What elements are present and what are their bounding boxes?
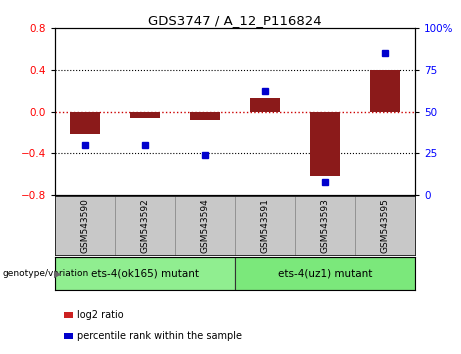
Bar	[235, 196, 295, 255]
Bar	[355, 196, 415, 255]
Text: GSM543595: GSM543595	[380, 198, 390, 253]
Text: ets-4(ok165) mutant: ets-4(ok165) mutant	[91, 268, 199, 279]
Bar	[370, 70, 400, 112]
Text: percentile rank within the sample: percentile rank within the sample	[77, 331, 242, 341]
Text: log2 ratio: log2 ratio	[77, 310, 124, 320]
Bar	[250, 98, 280, 112]
Text: ▶: ▶	[54, 268, 62, 279]
Bar	[55, 196, 115, 255]
Text: genotype/variation: genotype/variation	[2, 269, 89, 278]
Title: GDS3747 / A_12_P116824: GDS3747 / A_12_P116824	[148, 14, 322, 27]
Text: GSM543594: GSM543594	[201, 198, 209, 253]
Text: GSM543591: GSM543591	[260, 198, 270, 253]
Bar	[130, 112, 160, 118]
Text: GSM543593: GSM543593	[320, 198, 330, 253]
Bar	[70, 112, 100, 135]
Bar	[295, 196, 355, 255]
Bar	[310, 112, 340, 176]
Text: ets-4(uz1) mutant: ets-4(uz1) mutant	[278, 268, 372, 279]
Bar	[55, 257, 235, 290]
Bar	[175, 196, 235, 255]
Text: GSM543592: GSM543592	[141, 198, 149, 253]
Bar	[115, 196, 175, 255]
Text: GSM543590: GSM543590	[81, 198, 89, 253]
Bar	[235, 257, 415, 290]
Bar	[190, 112, 220, 120]
